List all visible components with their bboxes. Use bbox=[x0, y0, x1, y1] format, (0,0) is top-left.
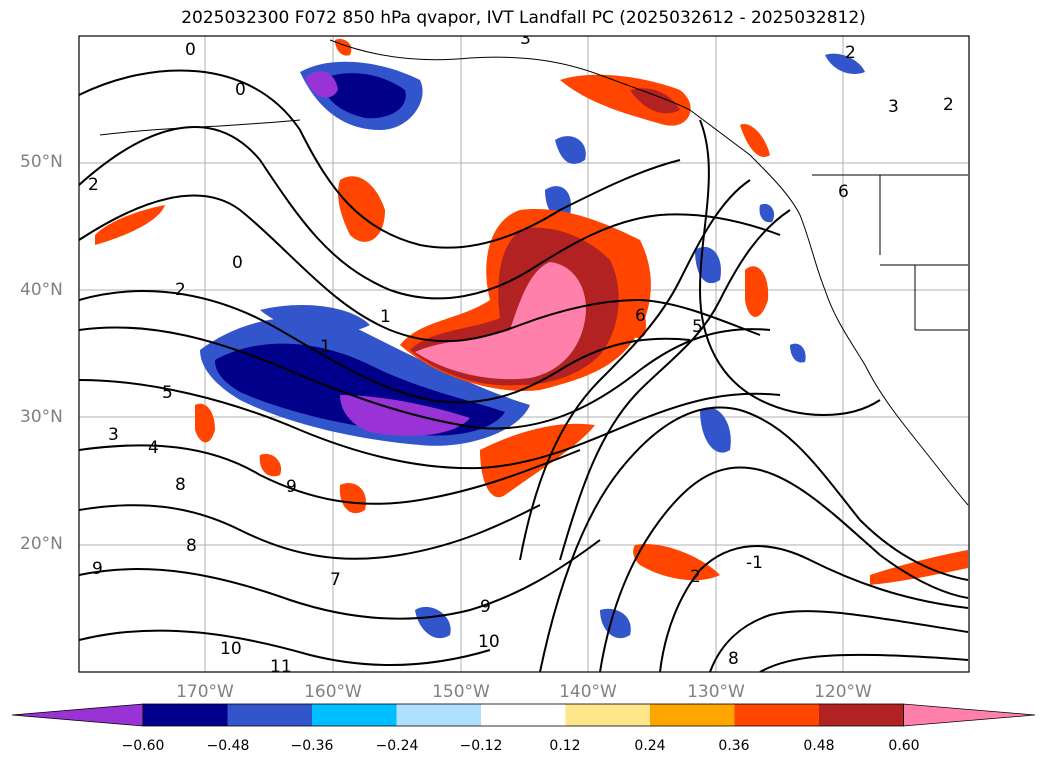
contour-label: 2 bbox=[845, 43, 856, 63]
colorbar-segment bbox=[396, 704, 482, 726]
contour-label: 10 bbox=[220, 639, 242, 659]
contour-label: 5 bbox=[162, 383, 173, 403]
contour-label: 11 bbox=[270, 657, 292, 677]
lat-label-40n: 40°N bbox=[20, 280, 63, 300]
map-title: 2025032300 F072 850 hPa qvapor, IVT Land… bbox=[181, 8, 866, 28]
colorbar-frame bbox=[142, 703, 904, 727]
contour-label: 5 bbox=[692, 317, 703, 337]
colorbar-tick-label: 0.12 bbox=[549, 738, 581, 754]
colorbar-tick-label: 0.24 bbox=[634, 738, 666, 754]
colorbar-tick-label: −0.36 bbox=[290, 738, 334, 754]
lat-label-20n: 20°N bbox=[20, 534, 63, 554]
colorbar-extend-low bbox=[11, 703, 144, 727]
contour-label: 6 bbox=[838, 182, 849, 202]
colorbar-segments bbox=[11, 703, 1036, 727]
contour-label: 2 bbox=[943, 95, 954, 115]
lat-label-30n: 30°N bbox=[20, 407, 63, 427]
lon-label-130w: 130°W bbox=[687, 682, 745, 702]
contour-label: 0 bbox=[232, 253, 243, 273]
contour-label: 1 bbox=[380, 307, 391, 327]
colorbar-tick-label: −0.48 bbox=[206, 738, 250, 754]
colorbar-segment bbox=[650, 704, 735, 726]
lon-label-150w: 150°W bbox=[432, 682, 490, 702]
colorbar-tick-label: −0.12 bbox=[459, 738, 503, 754]
contour-lines bbox=[79, 69, 969, 672]
colorbar-segment bbox=[565, 704, 651, 726]
contour-label: 9 bbox=[286, 477, 297, 497]
colorbar-tick-label: −0.60 bbox=[121, 738, 165, 754]
contour-label: 3 bbox=[520, 29, 531, 49]
map-frame bbox=[78, 35, 970, 673]
contour-label: 10 bbox=[478, 632, 500, 652]
colorbar-segment bbox=[819, 704, 904, 726]
coastlines bbox=[99, 39, 969, 506]
contour-label: 0 bbox=[235, 80, 246, 100]
lon-label-140w: 140°W bbox=[559, 682, 617, 702]
contour-label: 8 bbox=[728, 649, 739, 669]
lat-label-50n: 50°N bbox=[20, 152, 63, 172]
contour-label: 1 bbox=[320, 337, 331, 357]
colorbar-segment bbox=[481, 704, 566, 726]
lon-label-160w: 160°W bbox=[304, 682, 362, 702]
contour-label: 8 bbox=[186, 536, 197, 556]
contour-label: 3 bbox=[108, 425, 119, 445]
colorbar-tick-label: 0.36 bbox=[718, 738, 750, 754]
colorbar-tick-label: 0.48 bbox=[803, 738, 835, 754]
lon-label-170w: 170°W bbox=[176, 682, 234, 702]
colorbar-segment bbox=[143, 704, 228, 726]
contour-label: -1 bbox=[746, 553, 763, 573]
contour-label: 9 bbox=[480, 597, 491, 617]
contour-label: 7 bbox=[330, 570, 341, 590]
contour-label: 2 bbox=[175, 280, 186, 300]
contour-label: 2 bbox=[88, 175, 99, 195]
colorbar-segment bbox=[227, 704, 313, 726]
contour-label: 8 bbox=[175, 475, 186, 495]
colorbar-segment bbox=[312, 704, 397, 726]
lon-label-120w: 120°W bbox=[814, 682, 872, 702]
contour-label: 9 bbox=[92, 559, 103, 579]
contour-label: 4 bbox=[148, 438, 159, 458]
colorbar-segment bbox=[734, 704, 820, 726]
contour-label: 6 bbox=[635, 306, 646, 326]
colorbar-tick-label: −0.24 bbox=[375, 738, 419, 754]
colorbar-extend-high bbox=[903, 703, 1036, 727]
negative-anomaly-regions bbox=[200, 53, 865, 639]
colorbar bbox=[11, 703, 1036, 727]
colorbar-tick-label: 0.60 bbox=[888, 738, 920, 754]
contour-label: 0 bbox=[185, 40, 196, 60]
positive-anomaly-regions bbox=[95, 39, 968, 585]
contour-label: 3 bbox=[888, 97, 899, 117]
contour-label: 2 bbox=[690, 567, 701, 587]
